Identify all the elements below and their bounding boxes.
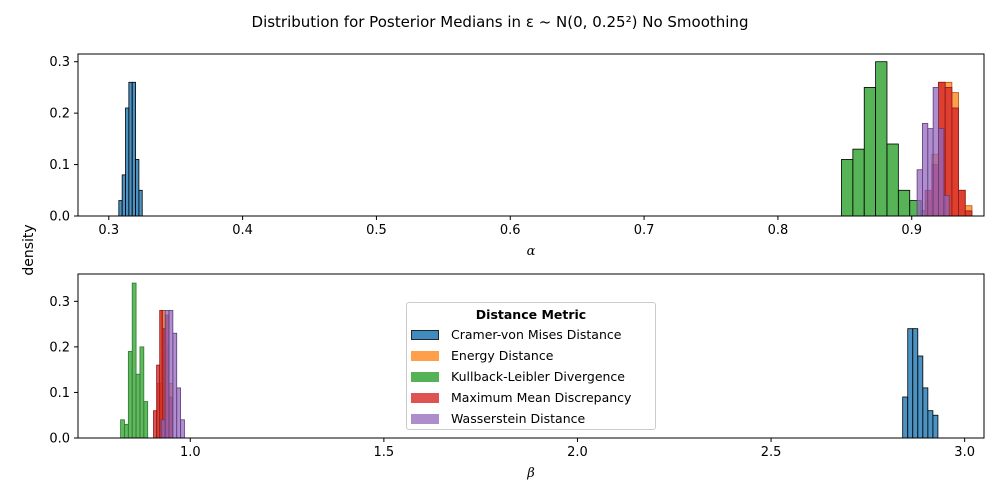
histogram-bar [943,195,950,217]
legend-swatch-orange [411,350,439,361]
histogram-bar [912,328,919,439]
histogram-bar [138,189,143,217]
histogram-bar [164,310,170,439]
histogram-bar [160,419,166,439]
alpha-histogram-panel: 0.3 0.4 0.5 0.6 0.7 0.8 0.9 0.0 0.1 0.2 0.3 α [49,53,985,259]
y-tick-label: 0.1 [49,158,70,173]
histogram-bar [897,189,911,217]
histogram-bar [886,143,899,217]
x-tick-label: 1.5 [374,445,395,460]
histogram-bar [120,419,125,439]
x-tick-label: 0.4 [232,223,253,238]
axes-frame [77,273,985,439]
histogram-bar [938,128,945,217]
histogram-bar [927,128,934,217]
histogram-bar [172,332,178,439]
legend-label: Wasserstein Distance [451,411,586,426]
histogram-bar [118,200,123,217]
legend-swatch-red [411,392,439,403]
histogram-bar [127,351,133,439]
x-axis-label: α [527,244,536,259]
beta-histogram-panel: 1.0 1.5 2.0 2.5 3.0 0.0 0.1 0.2 0.3 β [49,273,985,481]
histogram-bar [852,148,865,217]
histogram-bar [128,81,133,217]
histogram-bar [135,373,141,439]
legend-label: Cramer-von Mises Distance [451,327,622,342]
histogram-bar [922,123,929,217]
legend: Distance Metric Cramer-von Mises Distanc… [406,302,656,430]
x-tick-label: 3.0 [954,445,975,460]
histogram-bar [927,410,934,439]
histogram-bar [168,310,174,439]
histogram-bar [932,87,939,217]
histogram-bar [131,81,136,217]
histogram-bar [159,310,164,439]
legend-label: Kullback-Leibler Divergence [451,369,625,384]
x-tick-label: 0.7 [634,223,655,238]
histogram-bar [902,396,909,439]
histogram-bar [180,419,185,439]
histogram-bar [121,174,126,217]
histogram-bar [875,61,888,217]
y-tick-label: 0.0 [49,432,70,447]
histogram-bar [135,159,140,217]
histogram-bar [176,387,181,439]
histogram-bar [958,189,966,217]
histogram-bar [156,364,161,439]
y-tick-label: 0.1 [49,386,70,401]
x-tick-label: 0.8 [768,223,789,238]
legend-entry-mmd: Maximum Mean Discrepancy [411,389,631,406]
histogram-bar [841,159,854,217]
axes-frame [77,53,985,217]
y-tick-label: 0.2 [49,107,70,122]
x-axis-label: β [526,466,535,481]
legend-title: Distance Metric [475,307,587,322]
legend-entry-wasserstein: Wasserstein Distance [411,410,585,427]
histogram-bar [863,87,877,217]
x-tick-label: 0.5 [366,223,387,238]
histogram-bar [153,410,157,439]
figure-title: Distribution for Posterior Medians in ε … [252,13,749,31]
histogram-bar [143,401,149,439]
histogram-bar [964,210,973,217]
histogram-bar [139,346,145,439]
legend-swatch-blue [411,329,439,340]
legend-swatch-purple [411,413,439,424]
x-tick-label: 1.0 [180,445,201,460]
legend-entry-energy: Energy Distance [411,347,553,364]
x-tick-label: 2.0 [567,445,588,460]
histogram-bar [124,423,129,439]
histogram-bar [951,107,959,217]
histogram-bar [907,328,914,439]
histogram-bar [131,282,137,439]
x-tick-label: 2.5 [761,445,782,460]
y-tick-label: 0.3 [49,55,70,70]
y-tick-label: 0.0 [49,210,70,225]
shared-y-axis-label: density [21,224,37,275]
histogram-bar [916,169,923,217]
legend-label: Energy Distance [451,348,554,363]
x-tick-label: 0.9 [901,223,922,238]
histogram-bar [917,355,924,439]
x-tick-label: 0.6 [500,223,521,238]
y-tick-label: 0.3 [49,295,70,310]
histogram-bar [125,107,130,217]
y-tick-label: 0.2 [49,340,70,355]
legend-entry-kullback-leibler: Kullback-Leibler Divergence [411,368,625,385]
x-tick-label: 0.3 [98,223,119,238]
histogram-bar [922,387,929,439]
legend-swatch-green [411,371,439,382]
legend-entry-cramer-von-mises: Cramer-von Mises Distance [411,326,621,343]
legend-label: Maximum Mean Discrepancy [451,390,632,405]
histogram-bar [932,414,939,439]
